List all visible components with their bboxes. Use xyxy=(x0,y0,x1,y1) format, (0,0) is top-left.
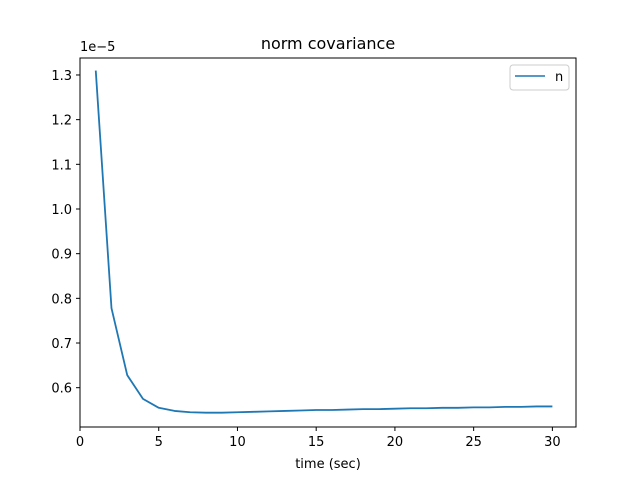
chart-title: norm covariance xyxy=(261,34,395,53)
legend-box xyxy=(509,64,570,91)
y-axis: 0.6 0.7 0.8 0.9 1.0 1.1 1.2 1.3 xyxy=(51,69,80,397)
legend-label-n: n xyxy=(555,70,563,85)
x-tick-label: 5 xyxy=(155,435,163,450)
legend: n xyxy=(509,64,570,91)
y-tick-label: 0.9 xyxy=(51,248,72,263)
x-tick-label: 25 xyxy=(465,435,482,450)
y-tick-label: 0.8 xyxy=(51,292,72,307)
series-layer xyxy=(94,70,553,414)
plot-background xyxy=(80,58,576,427)
y-tick-label: 1.0 xyxy=(51,203,72,218)
x-axis: 0 5 10 15 20 25 30 xyxy=(76,427,561,450)
x-tick-label: 10 xyxy=(229,435,246,450)
y-tick-label: 1.3 xyxy=(51,69,72,84)
x-tick-label: 0 xyxy=(76,435,84,450)
y-offset-text: 1e−5 xyxy=(80,40,115,55)
series-line-n xyxy=(94,70,553,414)
plot-area xyxy=(79,57,577,428)
y-tick-label: 1.1 xyxy=(51,158,72,173)
y-tick-label: 0.6 xyxy=(51,382,72,397)
x-axis-label: time (sec) xyxy=(295,457,361,472)
y-tick-label: 1.2 xyxy=(51,114,72,129)
x-tick-label: 20 xyxy=(387,435,404,450)
x-tick-label: 15 xyxy=(308,435,325,450)
x-tick-label: 30 xyxy=(544,435,561,450)
plot-frame xyxy=(79,57,577,428)
y-tick-label: 0.7 xyxy=(51,337,72,352)
